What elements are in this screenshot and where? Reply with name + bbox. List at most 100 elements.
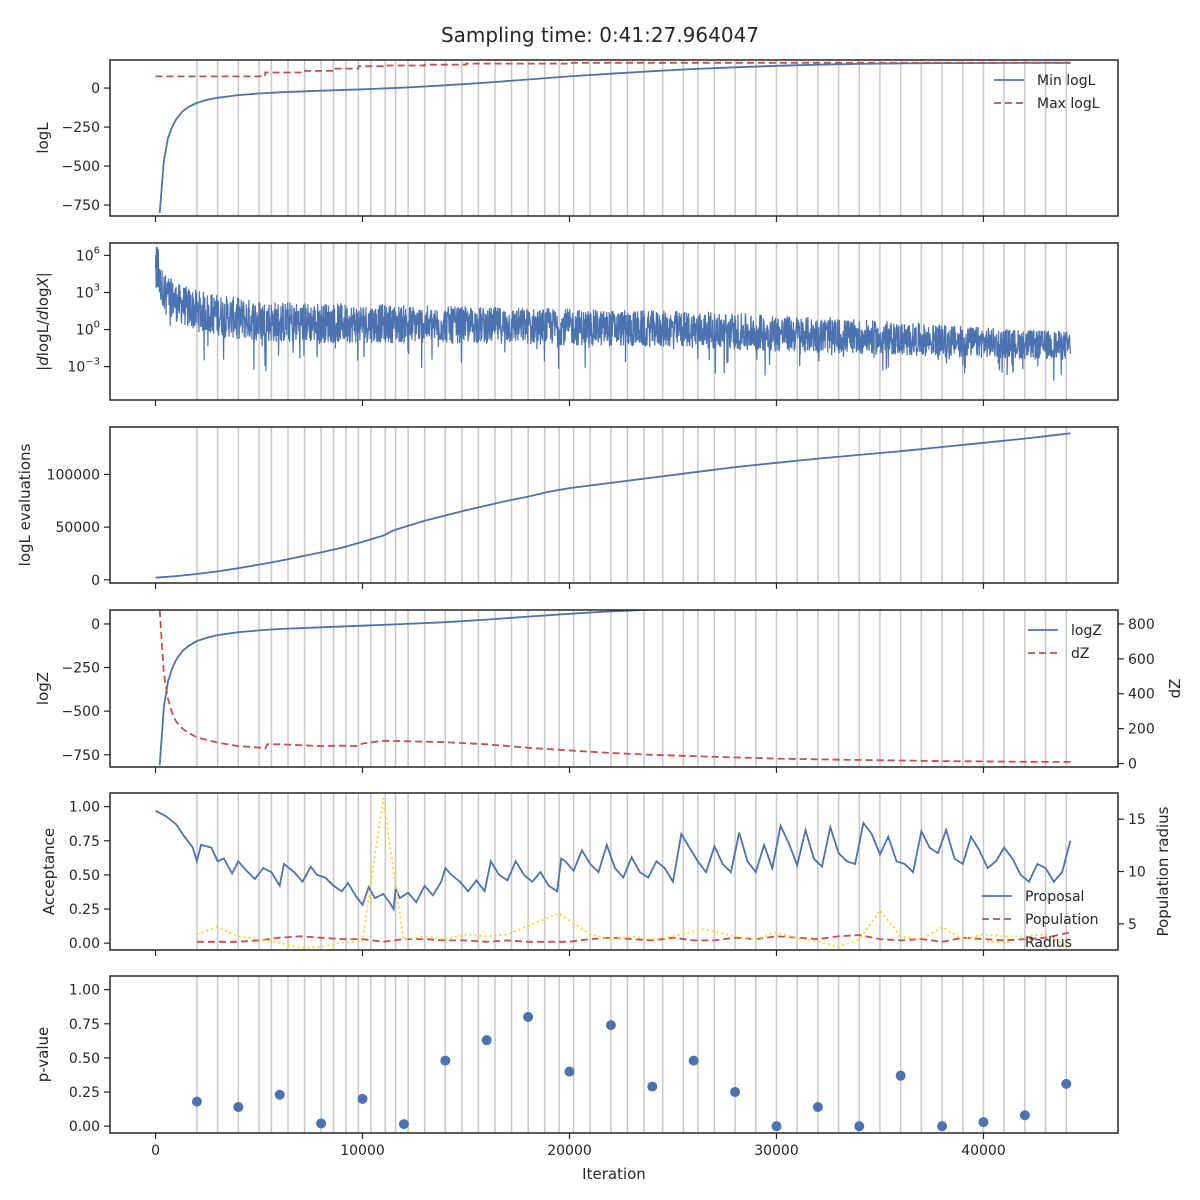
y-tick-exponent: 0 bbox=[94, 320, 100, 331]
scatter-point bbox=[688, 1055, 699, 1066]
y-tick-label: 50000 bbox=[55, 520, 100, 536]
y-tick-label: −250 bbox=[62, 661, 100, 677]
panel-6: 0.00 0.25 0.50 0.75 1.00 0 10000 20000 30000 4000… bbox=[34, 975, 1119, 1159]
checkpoint-lines bbox=[196, 610, 1068, 767]
y-tick-label: 106 bbox=[76, 245, 100, 264]
y-right-tick-label: 10 bbox=[1128, 865, 1146, 881]
y-axis-label-part: | bbox=[34, 272, 52, 277]
series-line-radius bbox=[196, 798, 1071, 949]
y-axis-label: p-value bbox=[34, 1027, 52, 1083]
data-layer bbox=[191, 1011, 1072, 1132]
y-tick-label: 100 bbox=[76, 320, 100, 339]
y-tick-base: 10 bbox=[76, 248, 94, 264]
y-tick-base: 10 bbox=[76, 323, 94, 339]
y-tick-label: 1.00 bbox=[69, 800, 100, 816]
y-tick-label: 10−3 bbox=[67, 357, 100, 376]
scatter-point bbox=[233, 1102, 244, 1113]
panel-3: 0 50000 100000 logL evaluations bbox=[16, 426, 1119, 589]
x-tick-label: 20000 bbox=[547, 1143, 592, 1159]
scatter-point bbox=[274, 1089, 285, 1100]
y-right-tick-label: 15 bbox=[1128, 812, 1146, 828]
scatter-point bbox=[1019, 1110, 1030, 1121]
legend-label: dZ bbox=[1071, 646, 1089, 662]
series-line-population bbox=[196, 931, 1071, 943]
y-axis-label-part: | bbox=[34, 366, 52, 371]
scatter-point bbox=[730, 1087, 741, 1098]
legend-label: Min logL bbox=[1037, 73, 1096, 89]
series-line-max-logl bbox=[155, 61, 1071, 78]
y-tick-exponent: 6 bbox=[94, 245, 100, 256]
legend: Min logL Max logL bbox=[994, 73, 1100, 112]
legend-label: Radius bbox=[1025, 935, 1072, 951]
series-line-main bbox=[155, 432, 1071, 579]
panel-5: 0.00 0.25 0.50 0.75 1.00 5 10 15 Acceptance Popul… bbox=[40, 792, 1172, 956]
scatter-point bbox=[523, 1011, 534, 1022]
y-tick-label: 0.00 bbox=[69, 936, 100, 952]
y-right-tick-label: 0 bbox=[1128, 757, 1137, 773]
data-layer bbox=[154, 246, 1071, 381]
scatter-point bbox=[1061, 1078, 1072, 1089]
y-tick-label: 0.50 bbox=[69, 868, 100, 884]
scatter-point bbox=[564, 1066, 575, 1077]
y-tick-label: −500 bbox=[62, 159, 100, 175]
series-line-min-logl bbox=[158, 61, 1071, 213]
x-tick-label: 10000 bbox=[340, 1143, 385, 1159]
y-right-tick-label: 400 bbox=[1128, 687, 1155, 703]
legend: Proposal Population Radius bbox=[982, 889, 1099, 951]
y-axis-label-part: logL bbox=[34, 324, 52, 356]
scatter-point bbox=[771, 1121, 782, 1132]
axes-frame bbox=[109, 609, 1119, 768]
scatter-point bbox=[895, 1070, 906, 1081]
series-line-dz bbox=[158, 610, 1071, 763]
scatter-point bbox=[647, 1081, 658, 1092]
y-tick-label: 103 bbox=[76, 282, 100, 301]
x-axis-label: Iteration bbox=[582, 1165, 646, 1183]
y-axis-label-part: log bbox=[34, 288, 52, 311]
y-right-tick-label: 800 bbox=[1128, 617, 1155, 633]
scatter-point bbox=[854, 1121, 865, 1132]
scatter-point bbox=[937, 1121, 948, 1132]
y-tick-label: −500 bbox=[62, 704, 100, 720]
y-right-tick-label: 5 bbox=[1128, 917, 1137, 933]
y-tick-label: 100000 bbox=[47, 467, 100, 483]
y-tick-base: 10 bbox=[67, 360, 85, 376]
axes-frame bbox=[109, 975, 1119, 1134]
x-tick-label: 0 bbox=[151, 1143, 160, 1159]
scatter-point bbox=[481, 1035, 492, 1046]
scatter-point bbox=[812, 1102, 823, 1113]
data-layer bbox=[155, 432, 1071, 579]
y-tick-label: 0.75 bbox=[69, 834, 100, 850]
series-line-logz bbox=[158, 610, 671, 766]
y-tick-exponent: −3 bbox=[85, 357, 100, 368]
y-axis-label: logL bbox=[34, 122, 52, 154]
legend-label: logZ bbox=[1071, 623, 1102, 639]
data-layer bbox=[155, 798, 1072, 949]
legend: logZ dZ bbox=[1028, 623, 1102, 662]
panel-4: 0 −250 −500 −750 0 200 400 600 800 logZ dZ logZ dZ bbox=[34, 609, 1184, 773]
y-tick-exponent: 3 bbox=[94, 282, 100, 293]
y-tick-label: 0.25 bbox=[69, 902, 100, 918]
y-tick-base: 10 bbox=[76, 285, 94, 301]
scatter-point bbox=[191, 1096, 202, 1107]
y-axis-label: Acceptance bbox=[40, 828, 58, 915]
y-tick-label: 0.75 bbox=[69, 1017, 100, 1033]
y-axis-label-part: X bbox=[34, 277, 52, 289]
y-right-tick-label: 600 bbox=[1128, 652, 1155, 668]
data-layer bbox=[158, 610, 1071, 766]
panel-1: 0 −250 −500 −750 logL Min logL Max logL bbox=[34, 59, 1119, 222]
y-tick-label: 0.50 bbox=[69, 1051, 100, 1067]
x-tick-label: 30000 bbox=[754, 1143, 799, 1159]
data-layer bbox=[155, 61, 1071, 213]
scatter-point bbox=[605, 1020, 616, 1031]
y-axis-label: logL evaluations bbox=[16, 443, 34, 566]
x-tick-label: 40000 bbox=[961, 1143, 1006, 1159]
scatter-point bbox=[398, 1119, 409, 1130]
checkpoint-lines bbox=[196, 60, 1068, 216]
legend-label: Proposal bbox=[1025, 889, 1084, 905]
axes-frame bbox=[109, 242, 1119, 401]
y-tick-label: −750 bbox=[62, 198, 100, 214]
y-right-axis-label: Population radius bbox=[1154, 806, 1172, 936]
